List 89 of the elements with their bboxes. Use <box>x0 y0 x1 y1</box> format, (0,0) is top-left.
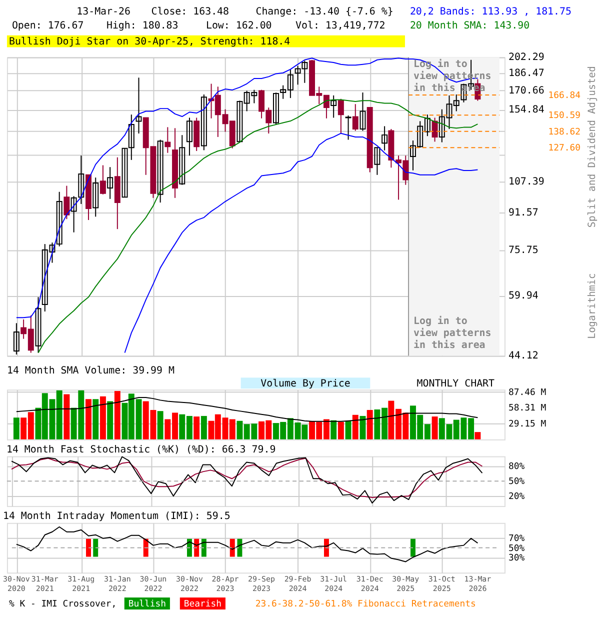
y-tick-label: 20% <box>508 492 526 502</box>
candlestick <box>78 155 84 204</box>
candlestick <box>374 147 380 176</box>
y-tick-label: 30% <box>508 554 526 564</box>
bar <box>338 422 344 440</box>
y-tick-label: 59.94 <box>508 290 538 302</box>
candlestick <box>179 134 186 186</box>
text: Bullish Doji Star on 30-Apr-25, Strength: 118.4 <box>8 36 290 48</box>
text: Low: 162.00 <box>206 20 272 32</box>
bar <box>474 432 481 440</box>
candlestick <box>107 166 114 200</box>
ref-line-label: 150.59 <box>548 111 581 122</box>
y-tick-label: 80% <box>508 462 526 472</box>
y-tick-label: 29.15 M <box>508 419 546 430</box>
bar <box>194 416 200 440</box>
text: High: 180.83 <box>106 20 178 32</box>
text: Logarithmic <box>587 273 598 339</box>
ref-line-label: 166.84 <box>548 91 581 101</box>
ref-line-label: 138.62 <box>548 127 581 138</box>
annotation: Log in to view patterns in this area <box>414 314 492 351</box>
candlestick <box>186 117 192 156</box>
line-series <box>16 526 478 562</box>
text: 20 Month SMA: 143.90 <box>410 20 530 32</box>
y-tick-label: 170.66 <box>508 86 544 97</box>
chart-title: 14 Month SMA Volume: 39.99 M <box>6 366 175 377</box>
y-tick-label: 87.46 M <box>508 388 546 398</box>
bar <box>330 420 337 440</box>
bar <box>13 418 20 440</box>
y-tick-label: 202.29 <box>508 52 544 64</box>
line-series <box>16 396 478 422</box>
chart-title: 14 Month Fast Stochastic (%K) (%D): 66.3 79.9 <box>6 444 276 456</box>
candlestick <box>164 126 171 154</box>
y-tick-label: 44.12 <box>508 350 538 362</box>
legend-title: % K - IMI Crossover, <box>8 600 117 610</box>
y-tick-label: 70% <box>508 534 526 544</box>
candlestick <box>382 126 388 151</box>
candlestick <box>338 98 344 134</box>
y-tick-label: 91.57 <box>508 208 538 219</box>
text: Open: 176.67 <box>12 20 84 32</box>
bar <box>432 416 438 440</box>
ref-line-label: 127.60 <box>548 144 581 154</box>
y-tick-label: 50% <box>508 477 526 488</box>
text: Vol: 13,419,772 <box>296 20 386 32</box>
y-axis-title: Split and Dividend Adjusted <box>587 66 598 228</box>
bar <box>64 394 70 440</box>
text: Close: 163.48 <box>151 6 230 18</box>
candlestick <box>273 92 279 126</box>
y-tick-label: 154.84 <box>508 104 544 116</box>
text: 13-Mar-26 <box>76 6 130 18</box>
candlestick <box>64 185 70 220</box>
bar <box>345 420 352 440</box>
y-tick-label: 50% <box>508 544 526 554</box>
text: Bearish <box>184 600 222 610</box>
bar <box>200 416 207 440</box>
candlestick <box>345 114 352 140</box>
candlestick <box>352 104 358 132</box>
text: Bullish <box>128 600 166 610</box>
y-tick-label: 58.31 M <box>508 404 546 414</box>
candlestick <box>13 322 20 356</box>
bar <box>157 411 164 440</box>
bar <box>366 410 373 440</box>
y-tick-label: 107.39 <box>508 176 544 188</box>
bar <box>114 390 120 440</box>
text: Change: -13.40 {-7.6 %} <box>256 6 394 18</box>
candlestick <box>136 77 142 134</box>
text: 20,2 Bands: 113.93 , 181.75 <box>410 6 572 18</box>
candlestick <box>92 177 99 218</box>
candlestick <box>128 114 134 160</box>
text: MONTHLY CHART <box>416 378 495 390</box>
text: 23.6-38.2-50-61.8% Fibonacci Retracements <box>255 600 476 610</box>
bar <box>100 396 106 440</box>
text: Volume By Price <box>260 378 350 390</box>
bar <box>352 414 358 440</box>
candlestick <box>70 196 77 233</box>
candlestick <box>100 164 106 195</box>
bar <box>92 399 99 440</box>
candlestick <box>157 139 164 204</box>
chart-title: 14 Month Intraday Momentum (IMI): 59.5 <box>2 510 230 522</box>
candlestick <box>432 117 438 142</box>
candlestick <box>330 94 337 118</box>
y-tick-label: 75.75 <box>508 244 538 256</box>
bar <box>107 401 114 440</box>
candlestick <box>122 148 128 198</box>
candlestick <box>35 296 42 354</box>
y-tick-label: 186.47 <box>508 68 544 80</box>
bar <box>86 399 92 440</box>
candlestick <box>56 191 62 247</box>
candlestick <box>360 92 366 132</box>
candlestick <box>200 94 207 151</box>
